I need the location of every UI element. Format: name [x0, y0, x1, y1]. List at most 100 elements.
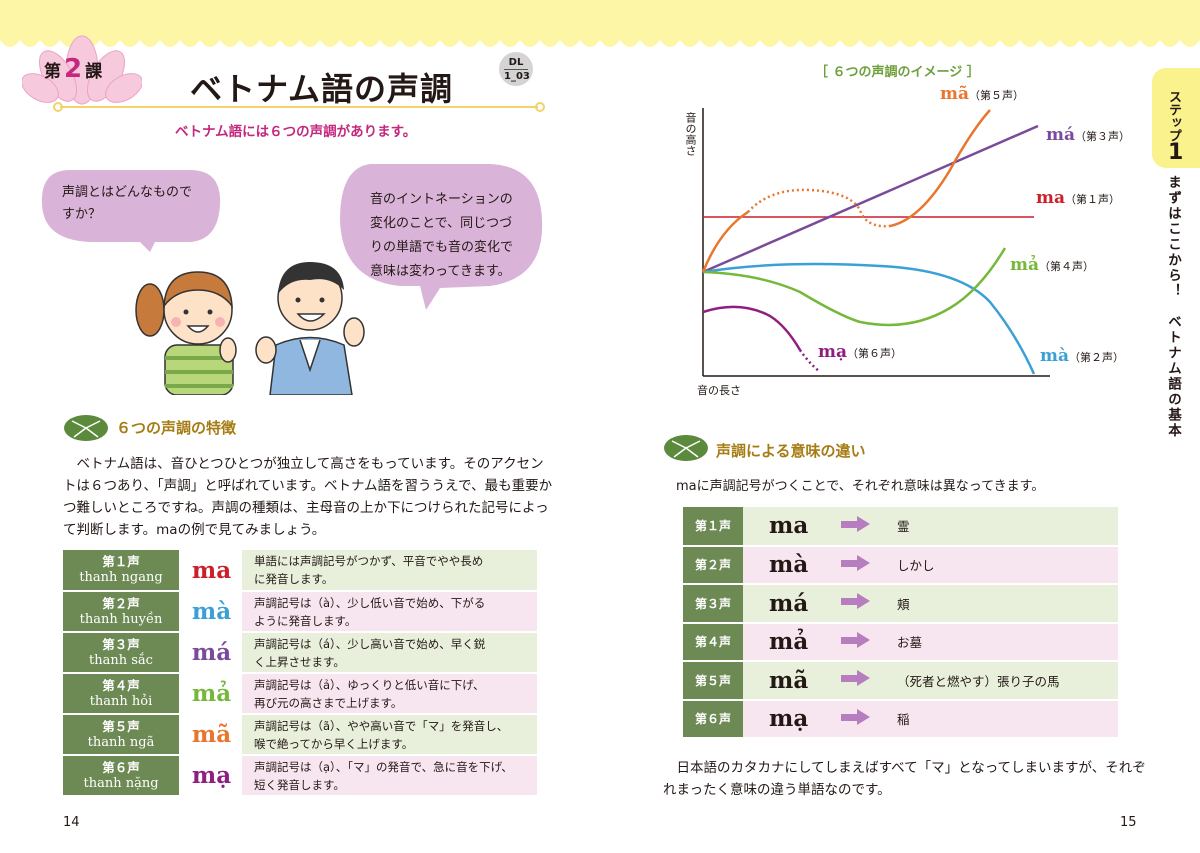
tone-name-jp: 第４声 — [102, 677, 140, 693]
meaning-word: mạ — [743, 699, 818, 739]
label-tone3-word: má — [1046, 125, 1076, 145]
tone-description: 声調記号は（á）、少し高い音で始め、早く鋭 く上昇させます。 — [242, 632, 537, 674]
step-number: 1 — [1168, 140, 1184, 165]
meaning-tone-cell: 第１声 — [683, 507, 743, 547]
dl-track: 1_03 — [504, 69, 530, 82]
tone-name-cell: 第４声 thanh hỏi — [63, 673, 181, 715]
bubble-answer: 音のイントネーションの 変化のことで、同じつづ りの単語でも音の変化で 意味は変… — [370, 188, 513, 284]
label-tone3-num: （第３声） — [1075, 130, 1131, 143]
chart-ylabel: 音の高さ — [684, 112, 697, 156]
body-line: て判断します。maの例で見てみましょう。 — [63, 522, 326, 538]
tone2-line — [702, 262, 1036, 375]
right-arrow-icon — [840, 670, 871, 687]
bubble-answer-line: 変化のことで、同じつづ — [370, 216, 513, 231]
tone-word: má — [180, 632, 242, 674]
label-tone4: mả（第４声） — [1010, 255, 1094, 275]
right-arrow-icon — [840, 631, 871, 648]
body-line: ベトナム語は、音ひとつひとつが独立して高さをもっています。そのアクセン — [63, 456, 544, 472]
label-tone2: mà（第２声） — [1040, 346, 1124, 366]
meaning-text: 頬 — [893, 584, 1118, 624]
label-tone4-num: （第４声） — [1039, 260, 1095, 273]
tone-description: 声調記号は（ã）、やや高い音で「マ」を発音し、 喉で絶ってから早く上げます。 — [242, 714, 537, 756]
meaning-text: 霊 — [893, 507, 1118, 547]
chapter-title-vertical: まずはここから！ ベトナム語の基本 — [1165, 175, 1181, 439]
bubble-question-line: すか？ — [62, 207, 102, 222]
meaning-arrow-cell — [818, 661, 893, 701]
chart-xlabel: 音の長さ — [697, 384, 741, 397]
label-tone1: ma（第１声） — [1036, 188, 1120, 208]
tone-name-jp: 第５声 — [102, 718, 140, 734]
right-arrow-icon — [840, 593, 871, 610]
tone-chart — [701, 108, 1050, 377]
meaning-word: mã — [743, 661, 818, 701]
bubble-question: 声調とはどんなもので すか？ — [62, 182, 192, 226]
meaning-text: 稲 — [893, 699, 1118, 739]
body-line: つ難しいところですね。声調の種類は、主母音の上か下につけられた記号によっ — [63, 500, 549, 516]
step-label: ステップ — [1166, 90, 1181, 142]
meaning-word: ma — [743, 507, 818, 547]
meaning-tone-cell: 第２声 — [683, 545, 743, 585]
meaning-word: mả — [743, 622, 818, 662]
meaning-table-row: 第４声 mả お墓 — [683, 622, 1118, 662]
tone-table: 第１声 thanh ngang ma 単語には声調記号がつかず、平音でやや長め に発音… — [63, 550, 537, 797]
label-tone3: má（第３声） — [1046, 125, 1130, 145]
bubble-answer-line: りの単語でも音の変化で — [370, 240, 514, 255]
chapter-side-tab — [1152, 68, 1200, 168]
lesson-prefix: 第 — [44, 62, 61, 82]
tone-name-cell: 第３声 thanh sắc — [63, 632, 181, 674]
meaning-text: （死者と燃やす）張り子の馬 — [893, 661, 1118, 701]
meaning-arrow-cell — [818, 699, 893, 739]
label-tone5: mã（第５声） — [940, 84, 1024, 104]
tone-word: ma — [180, 550, 242, 592]
label-tone4-word: mả — [1010, 255, 1040, 275]
meaning-table-row: 第２声 mà しかし — [683, 545, 1118, 585]
tone-name-vn: thanh hỏi — [89, 693, 153, 709]
header-wave-band — [0, 0, 1200, 47]
title-underline — [53, 102, 545, 112]
tone3-line — [702, 124, 1039, 274]
tone-name-vn: thanh sắc — [89, 652, 153, 668]
chart-title: ［ ６つの声調のイメージ ］ — [815, 65, 980, 80]
body-line: 日本語のカタカナにしてしまえばすべて「マ」となってしまいますが、それぞ — [663, 760, 1146, 776]
dl-label: DL — [508, 57, 524, 68]
download-badge: DL 1_03 — [499, 52, 533, 86]
tone-description: 声調記号は（à）、少し低い音で始め、下がる ように発音します。 — [242, 591, 537, 633]
tone-name-jp: 第２声 — [102, 595, 140, 611]
meaning-tone-cell: 第５声 — [683, 661, 743, 701]
right-arrow-icon — [840, 515, 871, 532]
tone-name-jp: 第１声 — [102, 554, 140, 569]
meaning-table-row: 第１声 ma 霊 — [683, 507, 1118, 547]
meaning-text: しかし — [893, 545, 1118, 585]
meaning-arrow-cell — [818, 545, 893, 585]
tone-word: mạ — [180, 755, 242, 797]
section-meaning-intro: maに声調記号がつくことで、それぞれ意味は異なってきます。 — [676, 479, 1045, 494]
label-tone2-num: （第２声） — [1069, 351, 1125, 364]
tone-table-row: 第１声 thanh ngang ma 単語には声調記号がつかず、平音でやや長め に発音… — [63, 550, 537, 592]
meaning-arrow-cell — [818, 622, 893, 662]
tone-table-row: 第５声 thanh ngã mã 声調記号は（ã）、やや高い音で「マ」を発音し、 喉で… — [63, 714, 537, 756]
page-title: ベトナム語の声調 — [190, 70, 454, 108]
page-number-left: 14 — [63, 815, 80, 830]
tone-name-vn: thanh nặng — [83, 775, 159, 791]
label-tone5-word: mã — [940, 84, 970, 104]
tone-name-vn: thanh huyền — [79, 611, 163, 627]
girl-figure — [135, 271, 237, 395]
bubble-question-line: 声調とはどんなもので — [62, 185, 193, 200]
lotus-icon — [22, 35, 142, 105]
tone-name-cell: 第２声 thanh huyền — [63, 591, 181, 633]
label-tone2-word: mà — [1040, 346, 1070, 366]
meaning-table-row: 第５声 mã （死者と燃やす）張り子の馬 — [683, 661, 1118, 701]
lesson-suffix: 課 — [85, 62, 103, 82]
meaning-table-row: 第３声 má 頬 — [683, 584, 1118, 624]
bubble-answer-line: 音のイントネーションの — [370, 192, 513, 207]
tone5-line-glottal — [747, 188, 891, 228]
lotus-leaf-icon — [664, 435, 708, 461]
tone-table-row: 第２声 thanh huyền mà 声調記号は（à）、少し低い音で始め、下がる よう… — [63, 591, 537, 633]
section-features-body: ベトナム語は、音ひとつひとつが独立して高さをもっています。そのアクセン トは６つ… — [63, 453, 552, 541]
bubble-answer-line: 意味は変わってきます。 — [370, 264, 511, 279]
meaning-tone-cell: 第４声 — [683, 622, 743, 662]
right-arrow-icon — [840, 708, 871, 725]
tone6-line — [702, 305, 802, 351]
section-meaning-outro: 日本語のカタカナにしてしまえばすべて「マ」となってしまいますが、それぞ れまった… — [663, 757, 1146, 801]
